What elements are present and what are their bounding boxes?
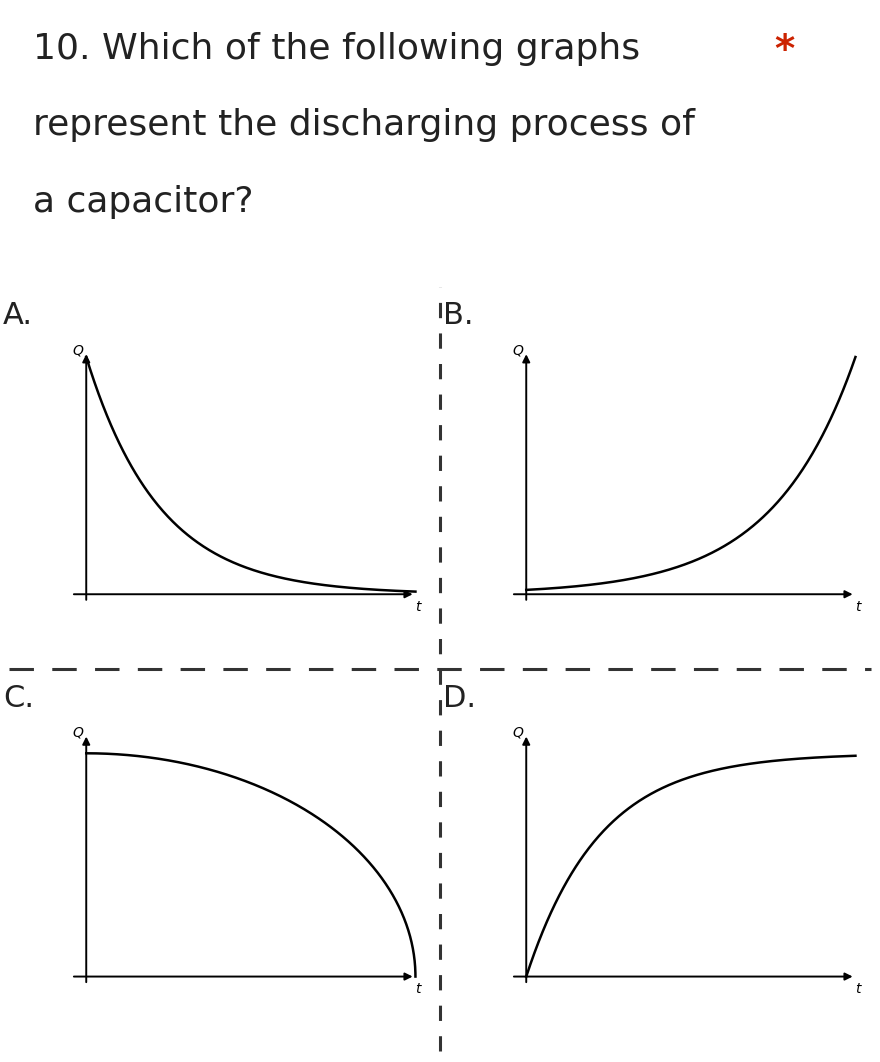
Text: $t$: $t$ — [855, 982, 863, 996]
Text: C.: C. — [3, 684, 34, 713]
Text: *: * — [774, 32, 795, 70]
Text: $t$: $t$ — [415, 600, 423, 614]
Text: $Q$: $Q$ — [512, 343, 524, 358]
Text: $t$: $t$ — [855, 600, 863, 614]
Text: $Q$: $Q$ — [512, 725, 524, 740]
Text: represent the discharging process of: represent the discharging process of — [33, 108, 695, 142]
Text: $t$: $t$ — [415, 982, 423, 996]
Text: a capacitor?: a capacitor? — [33, 185, 254, 219]
Text: B.: B. — [443, 302, 473, 330]
Text: $Q$: $Q$ — [72, 343, 84, 358]
Text: D.: D. — [443, 684, 476, 713]
Text: $Q$: $Q$ — [72, 725, 84, 740]
Text: 10. Which of the following graphs: 10. Which of the following graphs — [33, 32, 641, 66]
Text: A.: A. — [3, 302, 33, 330]
